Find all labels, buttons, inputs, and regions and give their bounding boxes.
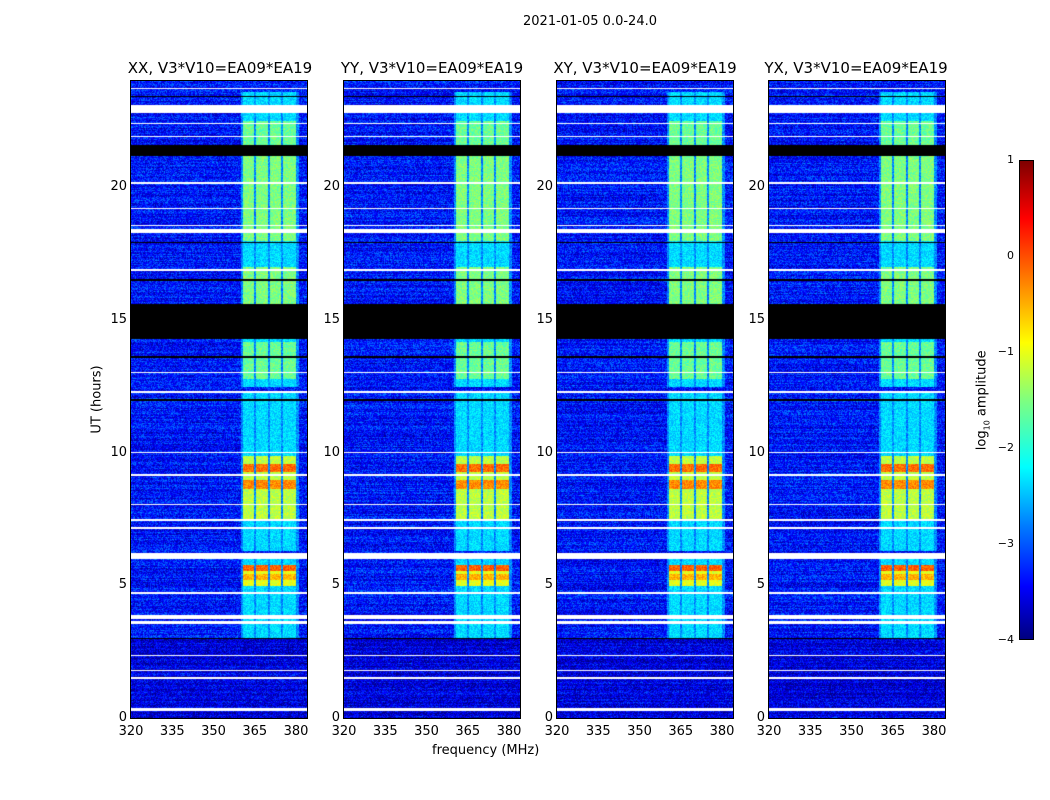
y-tick-label: 20 <box>748 179 765 195</box>
y-tick-label: 20 <box>110 179 127 195</box>
y-tick-label: 5 <box>118 577 127 593</box>
y-tick-label: 10 <box>536 444 553 460</box>
panel-title-xy: XY, V3*V10=EA09*EA19 <box>553 59 737 77</box>
x-tick-label: 365 <box>668 724 694 739</box>
x-tick-label: 320 <box>331 724 357 739</box>
panel-title-xx: XX, V3*V10=EA09*EA19 <box>127 59 313 77</box>
y-tick-label: 15 <box>110 311 127 327</box>
x-tick-label: 335 <box>372 724 398 739</box>
panel-title-yx: YX, V3*V10=EA09*EA19 <box>764 59 948 77</box>
y-tick-label: 20 <box>536 179 553 195</box>
y-tick-label: 0 <box>331 710 340 725</box>
heatmap-panel-yx <box>768 80 946 719</box>
y-tick-label: 15 <box>748 311 765 327</box>
x-tick-label: 335 <box>159 724 185 739</box>
y-tick-label: 10 <box>748 444 765 460</box>
y-tick-label: 15 <box>536 311 553 327</box>
x-tick-label: 380 <box>283 724 309 739</box>
heatmap-xx <box>131 81 307 718</box>
heatmap-panel-yy <box>343 80 521 719</box>
colorbar-tick-label: 1 <box>1007 153 1014 166</box>
x-tick-label: 365 <box>242 724 268 739</box>
figure-title: 2021-01-05 0.0-24.0 <box>523 14 657 29</box>
y-tick-label: 5 <box>756 577 765 593</box>
x-tick-label: 320 <box>544 724 570 739</box>
x-tick-label: 380 <box>709 724 735 739</box>
y-tick-label: 0 <box>118 710 127 725</box>
heatmap-panel-xx <box>130 80 308 719</box>
y-tick-label: 20 <box>323 179 340 195</box>
x-tick-label: 350 <box>839 724 864 739</box>
x-tick-label: 335 <box>585 724 611 739</box>
x-tick-label: 380 <box>921 724 947 739</box>
colorbar-tick-label: 0 <box>1007 249 1014 262</box>
x-tick-label: 380 <box>496 724 522 739</box>
y-tick-label: 5 <box>544 577 553 593</box>
x-tick-label: 365 <box>880 724 906 739</box>
y-tick-label: 0 <box>544 710 553 725</box>
colorbar-tick-label: −4 <box>997 633 1014 646</box>
colorbar-label-suffix: amplitude <box>974 350 990 421</box>
x-axis-label: frequency (MHz) <box>432 743 540 758</box>
x-tick-label: 320 <box>756 724 782 739</box>
colorbar-label: log10 amplitude <box>975 335 992 465</box>
x-tick-label: 350 <box>201 724 226 739</box>
y-tick-label: 10 <box>323 444 340 460</box>
heatmap-panel-xy <box>556 80 734 719</box>
x-tick-label: 320 <box>118 724 144 739</box>
colorbar-label-sub: 10 <box>982 420 992 431</box>
panel-title-yy: YY, V3*V10=EA09*EA19 <box>340 59 524 77</box>
y-tick-label: 15 <box>323 311 340 327</box>
colorbar-tick-label: −2 <box>997 441 1014 454</box>
heatmap-xy <box>557 81 733 718</box>
x-tick-label: 350 <box>627 724 652 739</box>
y-axis-label: UT (hours) <box>89 365 105 434</box>
y-tick-label: 5 <box>331 577 340 593</box>
x-tick-label: 335 <box>797 724 823 739</box>
colorbar-tick-label: −3 <box>997 537 1014 550</box>
y-tick-label: 10 <box>110 444 127 460</box>
heatmap-yy <box>344 81 520 718</box>
y-tick-label: 0 <box>756 710 765 725</box>
x-tick-label: 350 <box>414 724 439 739</box>
colorbar-tick-label: −1 <box>997 345 1014 358</box>
heatmap-yx <box>769 81 945 718</box>
colorbar-label-prefix: log <box>974 430 990 451</box>
colorbar <box>1019 160 1034 640</box>
x-tick-label: 365 <box>455 724 481 739</box>
